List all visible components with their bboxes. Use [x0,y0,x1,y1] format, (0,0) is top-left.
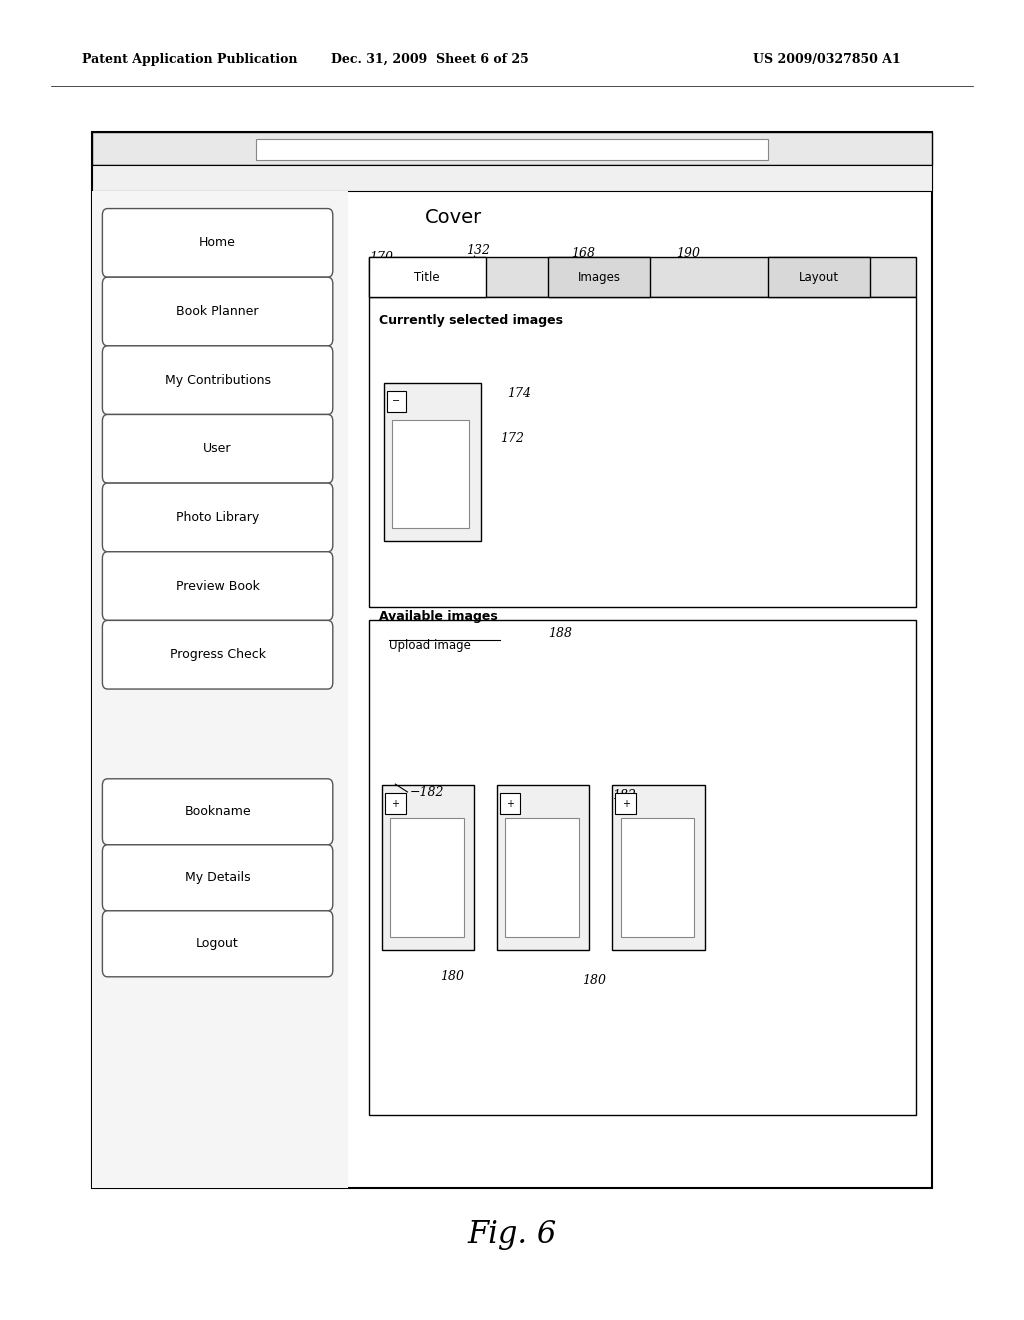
Bar [369,620,916,1115]
FancyBboxPatch shape [102,483,333,552]
Bar [615,793,636,814]
Text: Home: Home [199,236,237,249]
Text: Preview Book: Preview Book [176,579,259,593]
Bar [92,165,932,191]
Bar [369,257,916,297]
Bar [497,785,589,950]
Bar [92,191,348,1188]
Text: 182: 182 [612,789,636,803]
Text: Layout: Layout [799,271,840,284]
Text: 188: 188 [548,627,571,640]
Bar [369,297,916,607]
Bar [392,420,469,528]
Bar [384,383,481,541]
Bar [92,132,932,165]
Bar [505,818,579,937]
Text: Currently selected images: Currently selected images [379,314,563,327]
Text: +: + [506,799,514,809]
Text: Cover: Cover [425,209,482,227]
FancyBboxPatch shape [102,414,333,483]
FancyBboxPatch shape [102,346,333,414]
FancyBboxPatch shape [102,552,333,620]
Bar [621,818,694,937]
Bar [382,785,474,950]
Bar [548,257,650,297]
Text: Bookname: Bookname [184,805,251,818]
Text: US 2009/0327850 A1: US 2009/0327850 A1 [754,53,901,66]
Text: Progress Check: Progress Check [170,648,265,661]
FancyBboxPatch shape [102,620,333,689]
Text: 180: 180 [440,970,464,983]
Text: +: + [622,799,630,809]
FancyBboxPatch shape [102,277,333,346]
Text: Available images: Available images [379,610,498,623]
Bar [387,391,406,412]
Text: 170: 170 [369,251,392,264]
Text: −182: −182 [410,785,444,799]
Text: My Contributions: My Contributions [165,374,270,387]
Bar [385,793,406,814]
FancyBboxPatch shape [102,845,333,911]
Bar [390,818,464,937]
Text: Photo Library: Photo Library [176,511,259,524]
Text: Fig. 6: Fig. 6 [467,1218,557,1250]
Bar [500,793,520,814]
FancyBboxPatch shape [102,911,333,977]
FancyBboxPatch shape [102,209,333,277]
Bar [256,139,768,160]
Text: +: + [391,799,399,809]
Text: Book Planner: Book Planner [176,305,259,318]
Text: 190: 190 [676,247,699,260]
Bar [369,257,486,297]
Text: 180: 180 [582,974,605,987]
Bar [768,257,870,297]
Text: Patent Application Publication: Patent Application Publication [82,53,297,66]
Text: 174: 174 [507,387,530,400]
Text: Dec. 31, 2009  Sheet 6 of 25: Dec. 31, 2009 Sheet 6 of 25 [331,53,529,66]
Text: Title: Title [414,271,440,284]
Text: 168: 168 [571,247,595,260]
Text: Images: Images [578,271,621,284]
FancyBboxPatch shape [102,779,333,845]
Bar [92,132,932,1188]
Text: 132: 132 [466,244,489,257]
Text: My Details: My Details [184,871,251,884]
Text: Upload image: Upload image [389,639,471,652]
Text: User: User [204,442,231,455]
Bar [612,785,705,950]
Text: 172: 172 [500,432,523,445]
Text: Logout: Logout [197,937,239,950]
Text: −: − [392,396,400,407]
